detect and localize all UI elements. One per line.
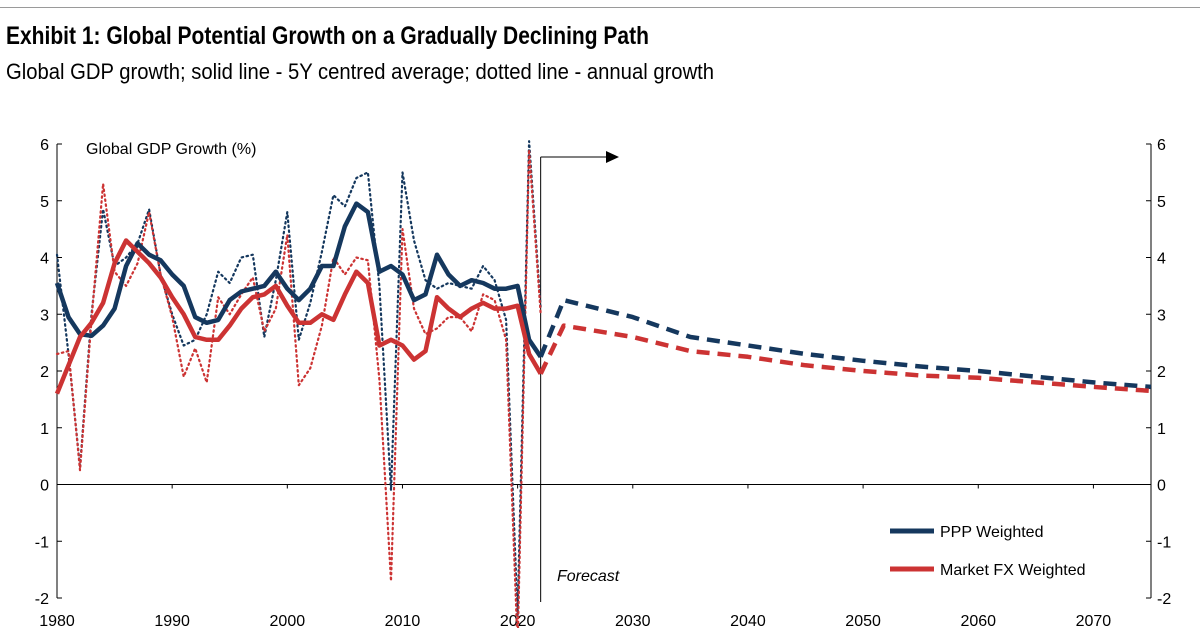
y-tick-label-left: 4	[40, 251, 49, 268]
y-tick-label-right: 2	[1157, 364, 1166, 381]
legend-label-ppp: PPP Weighted	[940, 524, 1043, 541]
chart-series	[54, 140, 1152, 628]
series-line-mfx-dashed	[538, 323, 1152, 394]
y-tick-label-left: 0	[40, 478, 49, 495]
y-tick-label-left: 3	[40, 307, 49, 324]
y-tick-label-left: 5	[40, 194, 49, 211]
chart-title: Exhibit 1: Global Potential Growth on a …	[6, 22, 649, 50]
x-tick-label: 2040	[730, 613, 766, 628]
y-tick-label-left: 6	[40, 137, 49, 154]
x-tick-label: 2070	[1076, 613, 1112, 628]
y-tick-label-right: -1	[1157, 534, 1171, 551]
x-tick-label: 1980	[39, 613, 75, 628]
y-tick-label-right: 5	[1157, 194, 1166, 211]
y-tick-label-right: 3	[1157, 307, 1166, 324]
y-tick-label-left: -1	[35, 534, 49, 551]
x-tick-label: 2060	[960, 613, 996, 628]
forecast-label: Forecast	[557, 568, 620, 585]
y-axis-label: Global GDP Growth (%)	[86, 141, 256, 158]
series-line-ppp-dashed	[538, 297, 1152, 390]
series-line-ppp-dotted	[55, 140, 542, 617]
y-tick-label-right: 6	[1157, 137, 1166, 154]
series-line-ppp-solid	[54, 201, 543, 359]
top-rule	[0, 7, 1200, 8]
x-tick-label: 2000	[270, 613, 306, 628]
x-tick-label: 2010	[385, 613, 421, 628]
chart-subtitle: Global GDP growth; solid line - 5Y centr…	[6, 59, 715, 84]
y-tick-label-left: -2	[35, 591, 49, 608]
y-tick-label-right: 4	[1157, 251, 1166, 268]
series-line-mfx-solid	[54, 238, 543, 395]
legend-label-mfx: Market FX Weighted	[940, 562, 1086, 579]
chart-axes: -2 -2 -1 -1 0 0 1 1 2 2 3 3 4 4 5 5 6 6 1980 1990 2000 2010 20…	[35, 137, 1172, 628]
y-tick-label-right: -2	[1157, 591, 1171, 608]
x-tick-label: 2050	[845, 613, 881, 628]
y-tick-label-left: 2	[40, 364, 49, 381]
x-tick-label: 2030	[615, 613, 651, 628]
chart-legend: PPP Weighted Market FX Weighted	[890, 524, 1086, 579]
chart-overlay: Global GDP Growth (%) Forecast	[86, 141, 620, 585]
forecast-arrowhead	[606, 151, 619, 163]
y-tick-label-left: 1	[40, 421, 49, 438]
y-tick-label-right: 0	[1157, 478, 1166, 495]
x-tick-label: 1990	[154, 613, 190, 628]
y-tick-label-right: 1	[1157, 421, 1166, 438]
series-line-mfx-dotted	[55, 148, 542, 628]
